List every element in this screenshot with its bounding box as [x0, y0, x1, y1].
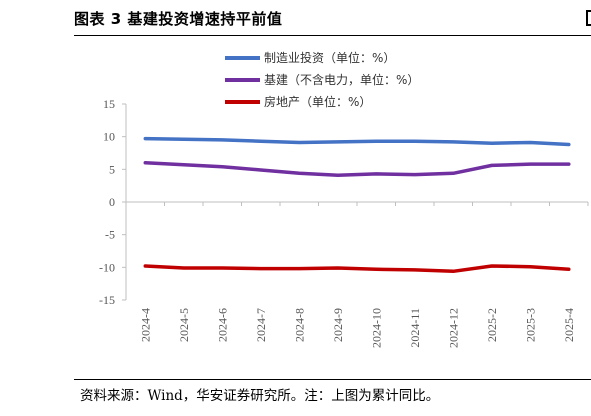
x-tick-label-2024-12: 2024-12 — [446, 308, 460, 348]
chart-series — [143, 136, 571, 274]
legend-label-2: 基建（不含电力，单位：%） — [264, 72, 419, 87]
chart-legend: 制造业投资（单位：%） 基建（不含电力，单位：%） 房地产（单位：%） — [225, 50, 419, 109]
x-tick-label-2024-8: 2024-8 — [292, 308, 306, 342]
x-tick-label-2025-2: 2025-2 — [485, 308, 499, 342]
y-tick-label-0: 0 — [109, 195, 115, 209]
y-tick-label-5: 5 — [109, 162, 115, 176]
series-line-1 — [143, 136, 571, 147]
series-line-2 — [143, 161, 571, 177]
x-tick-label-2024-6: 2024-6 — [215, 308, 229, 342]
y-tick-label-15: 15 — [103, 97, 115, 111]
source-divider — [74, 379, 591, 380]
x-tick-label-2024-9: 2024-9 — [331, 308, 345, 342]
source-note: 资料来源：Wind，华安证券研究所。注：上图为累计同比。 — [80, 388, 440, 404]
y-tick-label-15: -15 — [99, 293, 115, 307]
x-tick-label-2025-3: 2025-3 — [523, 308, 537, 342]
x-tick-label-2024-5: 2024-5 — [177, 308, 191, 342]
x-tick-label-2025-4: 2025-4 — [562, 308, 576, 342]
y-tick-label-10: 10 — [103, 130, 115, 144]
chart-axes: 15 10 5 0 -5 -10 -15 2024-4 2024-5 2024-6 2024-7 20… — [99, 97, 589, 348]
x-tick-label-2024-11: 2024-11 — [408, 308, 422, 348]
edge-bracket — [586, 10, 591, 26]
x-tick-label-2024-10: 2024-10 — [369, 308, 383, 348]
title-divider — [74, 35, 591, 36]
legend-label-3: 房地产（单位：%） — [264, 94, 371, 109]
figure-title: 图表 3 基建投资增速持平前值 — [74, 10, 283, 28]
x-tick-label-2024-7: 2024-7 — [254, 308, 268, 342]
x-tick-label-2024-4: 2024-4 — [138, 308, 152, 342]
legend-label-1: 制造业投资（单位：%） — [264, 50, 395, 65]
y-tick-label-5: -5 — [105, 228, 115, 242]
y-tick-label-10: -10 — [99, 260, 115, 274]
series-line-3 — [143, 264, 571, 274]
